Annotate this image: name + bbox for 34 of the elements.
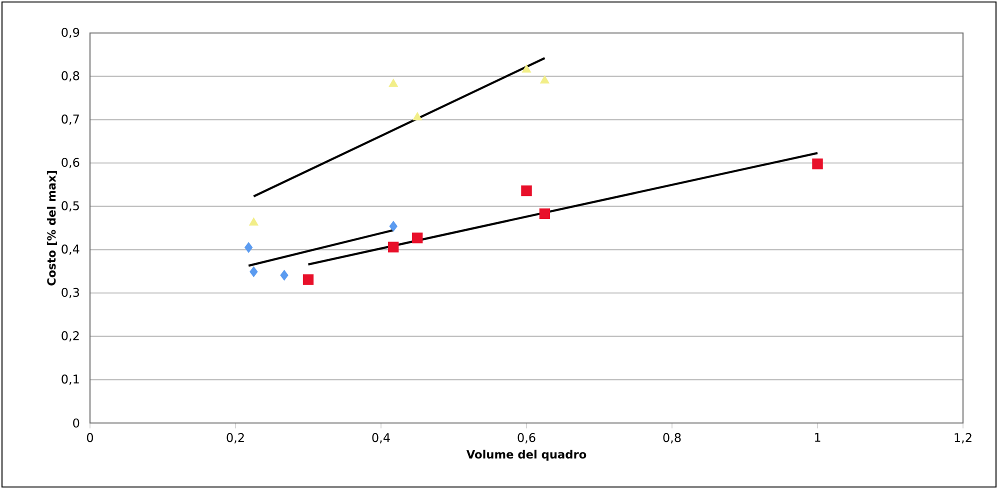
x-tick-label: 0,8 <box>663 433 681 444</box>
y-tick-label: 0,9 <box>62 28 80 38</box>
y-axis-title: Costo [% del max] <box>46 170 58 286</box>
point <box>389 220 398 232</box>
x-tick-label: 0,6 <box>518 433 536 444</box>
y-tick-label: 0,8 <box>62 71 80 82</box>
y-tick-label: 0,4 <box>62 244 80 255</box>
y-tick-label: 0,3 <box>62 288 79 298</box>
point <box>539 208 550 220</box>
x-axis-title: Volume del quadro <box>466 450 586 461</box>
point <box>412 232 423 244</box>
point <box>388 242 399 252</box>
point <box>250 266 258 278</box>
y-tick-label: 0,6 <box>62 158 80 168</box>
point <box>280 270 288 281</box>
point <box>540 75 550 84</box>
point <box>388 78 398 87</box>
point <box>302 274 314 285</box>
x-tick-label: 0 <box>86 433 94 442</box>
point <box>412 112 422 120</box>
x-tick-label: 0,2 <box>226 433 244 444</box>
y-tick-label: 0,7 <box>62 114 79 125</box>
x-tick-label: 1,2 <box>954 433 972 444</box>
y-tick-label: 0,1 <box>62 374 79 385</box>
point <box>249 217 258 226</box>
point <box>522 64 532 73</box>
y-tick-label: 0 <box>73 418 80 428</box>
y-tick-label: 0,2 <box>62 331 79 342</box>
point <box>244 242 253 253</box>
y-tick-label: 0,5 <box>62 201 79 212</box>
x-tick-label: 1 <box>815 433 820 442</box>
point <box>812 158 823 170</box>
point <box>521 185 532 196</box>
x-tick-label: 0,4 <box>372 433 390 444</box>
